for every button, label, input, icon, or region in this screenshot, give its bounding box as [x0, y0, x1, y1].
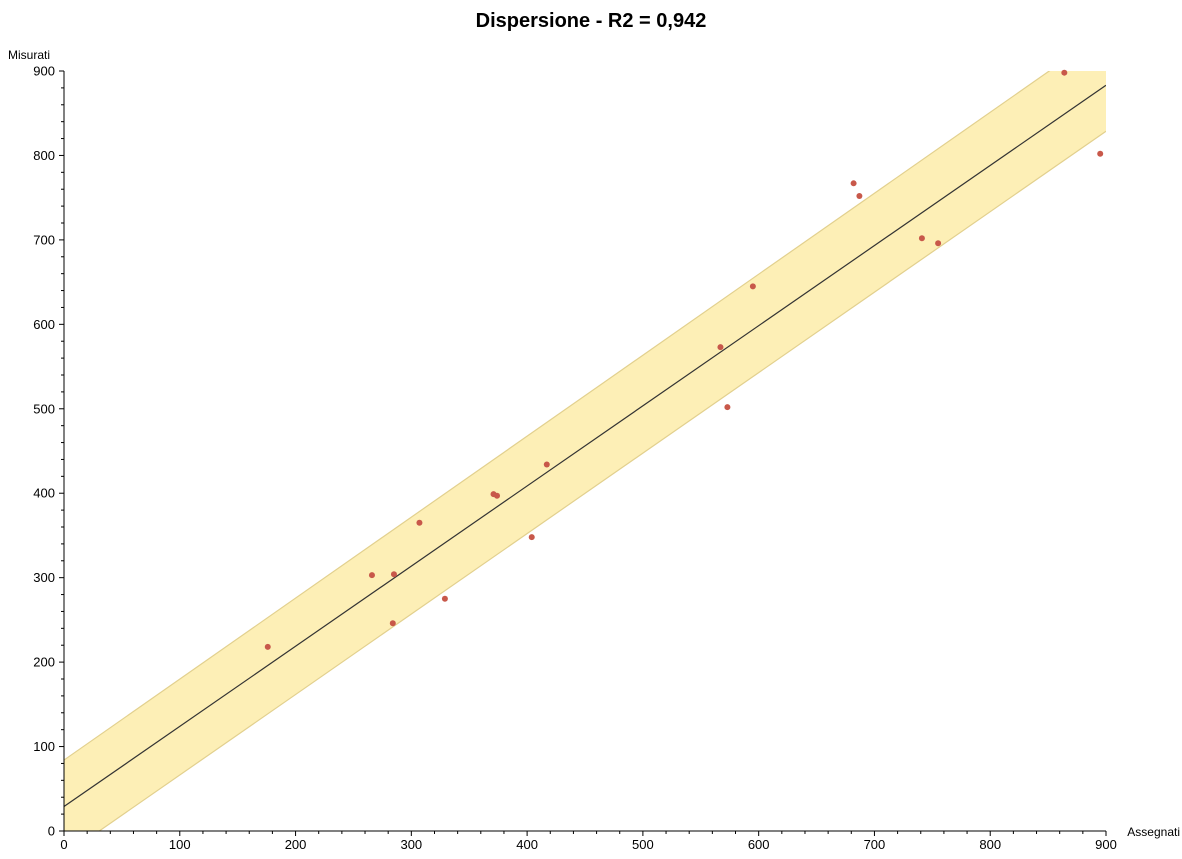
data-point — [416, 519, 423, 526]
y-tick-label: 300 — [33, 570, 55, 585]
band-lower-edge — [98, 130, 1106, 831]
x-tick-label: 800 — [979, 837, 1001, 852]
y-tick-label: 800 — [33, 148, 55, 163]
data-point — [264, 643, 271, 650]
x-axis-title: Assegnati — [1127, 825, 1180, 839]
x-tick-label: 100 — [169, 837, 191, 852]
y-tick-label: 200 — [33, 655, 55, 670]
y-axis-title: Misurati — [8, 48, 50, 62]
labels-layer: 0 100 200 300 400 500 600 700 800 900 0 100 200 300 40… — [8, 48, 1180, 852]
data-point — [850, 180, 857, 187]
data-point — [1061, 69, 1068, 76]
data-point — [441, 595, 448, 602]
data-point — [494, 492, 501, 499]
y-tick-label: 0 — [48, 824, 55, 839]
data-point — [389, 620, 396, 627]
points-layer — [264, 69, 1104, 650]
x-tick-label: 600 — [748, 837, 770, 852]
x-tick-label: 0 — [60, 837, 67, 852]
data-point — [717, 344, 724, 351]
y-tick-label: 500 — [33, 401, 55, 416]
data-point — [368, 572, 375, 579]
x-tick-label: 300 — [400, 837, 422, 852]
x-tick-label: 700 — [864, 837, 886, 852]
data-point — [918, 235, 925, 242]
data-point — [543, 461, 550, 468]
data-point — [528, 534, 535, 541]
axes-layer — [59, 70, 1107, 836]
band-upper-edge — [64, 71, 1051, 761]
y-tick-label: 700 — [33, 232, 55, 247]
regression-line-layer — [64, 84, 1106, 808]
y-tick-label: 900 — [33, 64, 55, 79]
data-point — [856, 192, 863, 199]
data-point — [1097, 150, 1104, 157]
confidence-band-layer — [64, 71, 1106, 831]
data-point — [724, 404, 731, 411]
x-tick-label: 400 — [516, 837, 538, 852]
data-point — [390, 571, 397, 578]
y-tick-label: 100 — [33, 739, 55, 754]
y-tick-label: 600 — [33, 317, 55, 332]
chart-title: Dispersione - R2 = 0,942 — [475, 10, 707, 32]
y-tick-label: 400 — [33, 486, 55, 501]
x-tick-label: 900 — [1095, 837, 1117, 852]
data-point — [749, 283, 756, 290]
data-point — [935, 240, 942, 247]
x-tick-label: 500 — [632, 837, 654, 852]
x-tick-label: 200 — [285, 837, 307, 852]
regression-line — [64, 84, 1106, 808]
confidence-band — [64, 71, 1106, 831]
